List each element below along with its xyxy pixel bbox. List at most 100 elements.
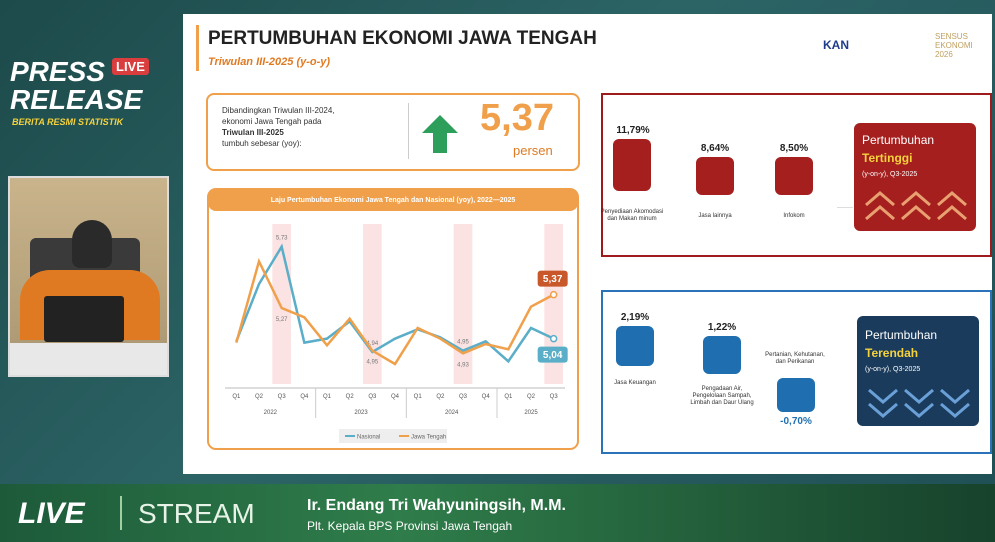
summary-line: Triwulan III-2025 [222, 128, 284, 137]
item-value: 8,50% [779, 143, 809, 154]
webcam [8, 176, 169, 377]
end-label-box [537, 346, 568, 363]
sensus-logo: SENSUS EKONOMI 2026 [935, 32, 973, 59]
laptop [44, 296, 124, 342]
series-line [235, 257, 555, 366]
x-group-label: 2022 [264, 410, 278, 416]
item-value: 8,64% [700, 143, 730, 154]
highest-panel: Pertumbuhan Tertinggi (y-on-y), Q3-2025 [854, 123, 976, 231]
x-group-label: 2025 [524, 410, 538, 416]
divider [408, 103, 409, 159]
x-tick-label: Q4 [300, 394, 309, 400]
slide-subtitle: Triwulan III-2025 (y-o-y) [208, 56, 331, 68]
summary-text: Dibandingkan Triwulan III-2024, ekonomi … [222, 105, 335, 149]
item-value: 1,22% [707, 322, 737, 333]
release-text: RELEASE [10, 84, 143, 115]
x-tick-label: Q3 [278, 394, 287, 400]
separator [120, 496, 122, 530]
panel-period: (y-on-y), Q3-2025 [862, 171, 918, 178]
value-label: 4,94 [366, 341, 378, 347]
x-tick-label: Q4 [391, 394, 400, 400]
end-point [549, 334, 558, 343]
legend-label: Nasional [357, 435, 380, 441]
x-tick-label: Q2 [255, 394, 264, 400]
chart-header [208, 189, 578, 211]
up-arrow [422, 115, 458, 153]
item-icon [703, 336, 741, 374]
line-chart: Laju Pertumbuhan Ekonomi Jawa Tengah dan… [207, 188, 579, 450]
item-icon [777, 378, 815, 412]
speaker-name: Ir. Endang Tri Wahyuningsih, M.M. [307, 497, 566, 514]
x-group-label: 2024 [445, 410, 459, 416]
value-label: 4,93 [457, 362, 469, 368]
chevrons [868, 388, 970, 418]
item-value: -0,70% [780, 416, 812, 427]
end-point [549, 290, 558, 299]
x-tick-label: Q3 [459, 394, 468, 400]
x-tick-label: Q2 [436, 394, 445, 400]
person-head [72, 220, 112, 268]
legend-box [339, 429, 447, 443]
end-label: 5,37 [543, 274, 563, 285]
highest-box: 11,79% Penyediaan Akomodasi dan Makan mi… [601, 93, 992, 257]
x-tick-label: Q2 [527, 394, 536, 400]
value-label: 4,95 [457, 340, 469, 346]
series-line [235, 243, 555, 364]
slide: PERTUMBUHAN EKONOMI JAWA TENGAH Triwulan… [183, 14, 992, 474]
chevrons [865, 191, 967, 221]
x-tick-label: Q1 [504, 394, 513, 400]
x-tick-label: Q1 [232, 394, 241, 400]
item-label: Pengadaan Air, Pengelolaan Sampah, Limba… [690, 386, 754, 406]
panel-emphasis: Terendah [865, 346, 919, 360]
lowest-box: 2,19% Jasa Keuangan 1,22% Pengadaan Air,… [601, 290, 992, 454]
highlight-band [453, 224, 473, 384]
value-label: 5,73 [276, 236, 288, 242]
item-label: Pertanian, Kehutanan, dan Perikanan [765, 352, 825, 365]
stream-text: STREAM [138, 498, 255, 529]
item-label: Jasa lainnya [698, 213, 732, 219]
slide-title: PERTUMBUHAN EKONOMI JAWA TENGAH [208, 28, 597, 49]
summary-line: Dibandingkan Triwulan III-2024, [222, 106, 335, 115]
x-tick-label: Q3 [368, 394, 377, 400]
summary-box: Dibandingkan Triwulan III-2024, ekonomi … [206, 93, 580, 171]
x-tick-label: Q1 [414, 394, 423, 400]
end-label: 5,04 [543, 350, 563, 361]
end-label-box [537, 270, 568, 287]
item-value: 2,19% [620, 312, 650, 323]
growth-unit: persen [513, 143, 553, 158]
x-tick-label: Q4 [482, 394, 491, 400]
item-label: Infokom [783, 213, 805, 219]
item-icon [616, 326, 654, 366]
value-label: 4,95 [366, 360, 378, 366]
accent-bar [196, 25, 199, 71]
tagline: BERITA RESMI STATISTIK [12, 117, 124, 127]
growth-value: 5,37 [480, 97, 554, 139]
item-value: 11,79% [616, 125, 650, 136]
kan-logo: KAN [823, 38, 849, 52]
x-tick-label: Q2 [346, 394, 355, 400]
desk [10, 343, 167, 375]
chart-title: Laju Pertumbuhan Ekonomi Jawa Tengah dan… [271, 197, 516, 204]
x-group-label: 2023 [354, 410, 368, 416]
summary-line: ekonomi Jawa Tengah pada [222, 117, 322, 126]
highlight-band [544, 224, 563, 384]
item-icon [613, 139, 651, 191]
speaker-title: Plt. Kepala BPS Provinsi Jawa Tengah [307, 519, 513, 533]
x-tick-label: Q1 [323, 394, 332, 400]
item-label: Jasa Keuangan [614, 380, 656, 386]
panel-heading: Pertumbuhan [865, 328, 938, 342]
lowest-panel: Pertumbuhan Terendah (y-on-y), Q3-2025 [857, 316, 979, 426]
panel-period: (y-on-y), Q3-2025 [865, 366, 921, 373]
x-tick-label: Q3 [550, 394, 559, 400]
press-text: PRESS [10, 56, 105, 87]
item-icon [775, 157, 813, 195]
legend-label: Jawa Tengah [411, 435, 446, 441]
panel-emphasis: Tertinggi [862, 151, 913, 165]
live-badge: LIVE [112, 58, 149, 75]
live-text: LIVE [18, 497, 85, 530]
item-icon [696, 157, 734, 195]
panel-heading: Pertumbuhan [862, 133, 935, 147]
connector [837, 207, 853, 208]
item-label: Penyediaan Akomodasi dan Makan minum [600, 209, 664, 222]
